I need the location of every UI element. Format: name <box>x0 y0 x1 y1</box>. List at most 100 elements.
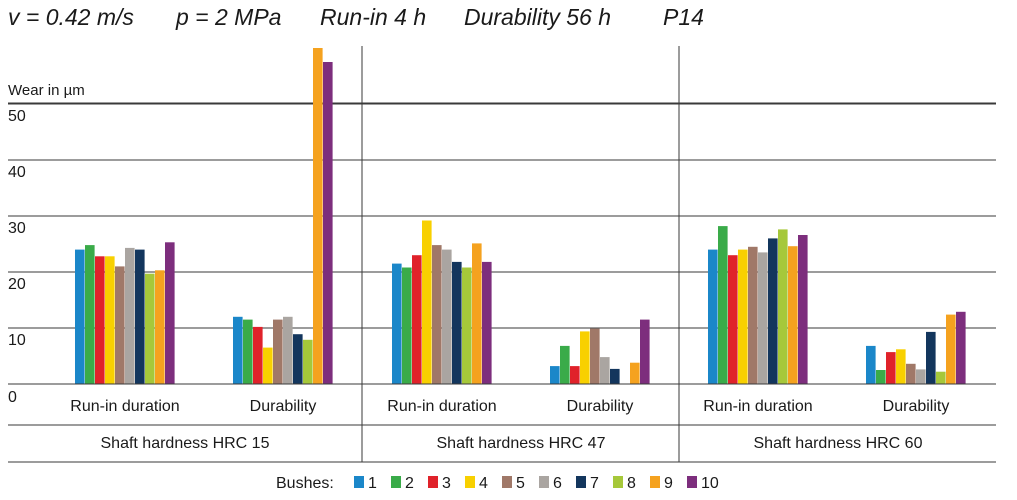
bar-series-2 <box>243 319 253 384</box>
bar-series-10 <box>165 242 175 384</box>
legend-label-10: 10 <box>701 475 719 492</box>
legend-swatch-4 <box>465 476 475 488</box>
legend-swatch-7 <box>576 476 586 488</box>
chart-header: v = 0.42 m/s p = 2 MPa Run-in 4 h Durabi… <box>8 4 1008 38</box>
bar-series-7 <box>135 249 145 384</box>
bar-series-6 <box>758 252 768 384</box>
bar-series-3 <box>728 255 738 384</box>
legend-swatch-9 <box>650 476 660 488</box>
bar-series-7 <box>452 261 462 384</box>
bar-series-10 <box>640 319 650 384</box>
bar-series-8 <box>778 229 788 384</box>
header-velocity: v = 0.42 m/s <box>8 4 134 30</box>
bar-series-2 <box>402 267 412 384</box>
category-label: Run-in duration <box>703 398 812 415</box>
bar-series-5 <box>432 245 442 384</box>
bar-series-2 <box>85 245 95 384</box>
bar-series-6 <box>442 249 452 384</box>
bar-series-3 <box>95 256 105 384</box>
legend-label-3: 3 <box>442 475 451 492</box>
bar-series-9 <box>946 314 956 384</box>
bar-series-4 <box>738 249 748 384</box>
category-label: Durability <box>250 398 317 415</box>
bar-series-6 <box>125 247 135 384</box>
bar-series-8 <box>303 339 313 384</box>
bar-series-2 <box>876 370 886 384</box>
bar-series-7 <box>293 334 303 384</box>
legend-label-5: 5 <box>516 475 525 492</box>
bar-series-10 <box>956 311 966 384</box>
legend: Bushes: 1 2 3 4 5 6 7 8 9 10 <box>276 475 719 492</box>
bar-series-9 <box>630 362 640 384</box>
legend-swatch-3 <box>428 476 438 488</box>
legend-swatch-5 <box>502 476 512 488</box>
header-p14: P14 <box>663 4 704 30</box>
category-label: Run-in duration <box>387 398 496 415</box>
bar-series-4 <box>422 220 432 384</box>
legend-label-7: 7 <box>590 475 599 492</box>
bar-series-10 <box>482 261 492 384</box>
bar-series-6 <box>916 369 926 384</box>
bar-series-3 <box>570 366 580 384</box>
legend-label-1: 1 <box>368 475 377 492</box>
bar-series-8 <box>936 371 946 384</box>
bar-series-9 <box>313 48 323 384</box>
bar-series-4 <box>263 347 273 384</box>
bar-series-4 <box>105 256 115 384</box>
legend-label-4: 4 <box>479 475 488 492</box>
legend-label-2: 2 <box>405 475 414 492</box>
bar-series-7 <box>768 238 778 384</box>
bar-series-3 <box>412 255 422 384</box>
header-pressure: p = 2 MPa <box>176 4 282 30</box>
y-tick-label: 0 <box>8 389 17 406</box>
bar-series-1 <box>233 316 243 384</box>
y-tick-label: 30 <box>8 220 26 237</box>
y-axis-label: Wear in µm <box>8 82 85 99</box>
bar-series-4 <box>580 331 590 384</box>
legend-swatch-10 <box>687 476 697 488</box>
group-labels: Shaft hardness HRC 15 Shaft hardness HRC … <box>101 435 923 452</box>
y-tick-label: 50 <box>8 108 26 125</box>
bar-series-4 <box>896 349 906 384</box>
y-tick-labels: 0 10 20 30 40 50 <box>8 108 26 406</box>
bar-series-9 <box>788 246 798 384</box>
bar-series-5 <box>906 363 916 384</box>
bar-series-7 <box>610 368 620 384</box>
y-tick-label: 10 <box>8 332 26 349</box>
bar-series-5 <box>273 319 283 384</box>
bar-series-6 <box>600 357 610 384</box>
legend-label-8: 8 <box>627 475 636 492</box>
legend-swatch-8 <box>613 476 623 488</box>
legend-swatch-2 <box>391 476 401 488</box>
bar-series-9 <box>155 270 165 384</box>
legend-label-6: 6 <box>553 475 562 492</box>
category-label: Run-in duration <box>70 398 179 415</box>
group-label: Shaft hardness HRC 15 <box>101 435 270 452</box>
bar-series-5 <box>748 246 758 384</box>
header-durability: Durability 56 h <box>464 4 612 30</box>
bar-series-5 <box>115 266 125 384</box>
legend-title: Bushes: <box>276 475 334 492</box>
bar-series-10 <box>323 62 333 384</box>
bar-series-1 <box>392 263 402 384</box>
header-run-in: Run-in 4 h <box>320 4 427 30</box>
legend-swatch-6 <box>539 476 549 488</box>
category-label: Durability <box>883 398 950 415</box>
bar-series-8 <box>462 267 472 384</box>
bar-series-2 <box>560 345 570 384</box>
bar-series-3 <box>886 352 896 384</box>
y-tick-label: 40 <box>8 164 26 181</box>
category-labels: Run-in duration Durability Run-in duration… <box>70 398 949 415</box>
legend-swatch-1 <box>354 476 364 488</box>
bar-series-1 <box>708 249 718 384</box>
legend-label-9: 9 <box>664 475 673 492</box>
category-label: Durability <box>567 398 634 415</box>
group-label: Shaft hardness HRC 47 <box>437 435 606 452</box>
axes <box>8 46 996 463</box>
bar-series-1 <box>75 249 85 384</box>
bar-series-1 <box>866 345 876 384</box>
bar-series-1 <box>550 366 560 384</box>
bar-series-10 <box>798 235 808 384</box>
bar-series-5 <box>590 328 600 384</box>
